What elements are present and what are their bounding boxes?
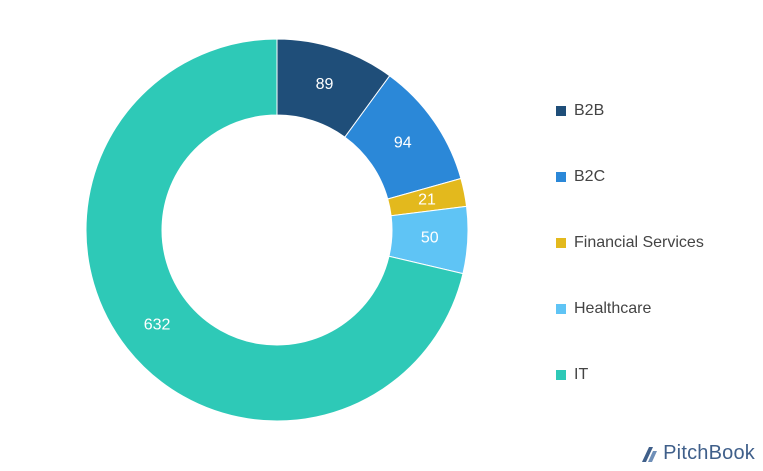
slice-label-b2b: 89 [316, 76, 334, 93]
legend-item-b2c: B2C [556, 164, 756, 190]
pitchbook-logo: PitchBook [640, 442, 755, 465]
legend-label-healthcare: Healthcare [574, 300, 652, 317]
legend-item-it: IT [556, 362, 756, 388]
slice-label-healthcare: 50 [421, 230, 439, 247]
legend-swatch-b2c [556, 172, 566, 182]
legend-item-healthcare: Healthcare [556, 296, 756, 322]
slice-label-it: 632 [144, 317, 171, 334]
slice-label-financial-services: 21 [418, 191, 436, 208]
legend-swatch-healthcare [556, 304, 566, 314]
legend-item-b2b: B2B [556, 98, 756, 124]
legend-label-b2b: B2B [574, 102, 605, 119]
chart-legend: B2B B2C Financial Services Healthcare IT [556, 98, 756, 428]
legend-label-b2c: B2C [574, 168, 606, 185]
legend-label-financial-services: Financial Services [574, 234, 704, 251]
legend-swatch-it [556, 370, 566, 380]
slice-label-b2c: 94 [394, 134, 412, 151]
legend-swatch-financial-services [556, 238, 566, 248]
legend-item-financial-services: Financial Services [556, 230, 756, 256]
pitchbook-logo-icon [642, 446, 658, 462]
legend-swatch-b2b [556, 106, 566, 116]
pitchbook-logo-text: PitchBook [663, 442, 755, 464]
slice-it [85, 38, 464, 422]
legend-label-it: IT [574, 366, 589, 383]
